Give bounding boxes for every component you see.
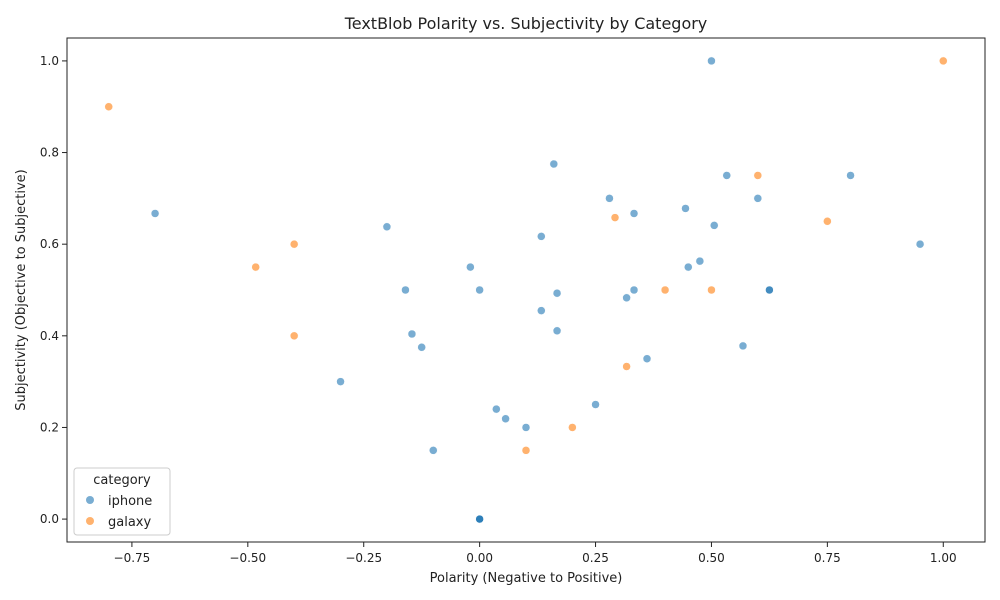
point-iphone — [501, 414, 510, 423]
point-iphone — [475, 285, 484, 295]
x-tick-label: −0.75 — [114, 551, 151, 565]
point-iphone — [629, 285, 639, 295]
point-iphone — [642, 354, 652, 363]
point-iphone — [552, 326, 562, 336]
point-iphone — [492, 404, 501, 414]
point-iphone — [765, 285, 774, 295]
point-iphone — [401, 285, 410, 295]
point-iphone — [684, 262, 693, 272]
point-galaxy — [753, 171, 763, 180]
point-galaxy — [939, 56, 948, 66]
x-tick-label: −0.50 — [229, 551, 266, 565]
point-iphone — [466, 262, 475, 272]
data-points — [104, 56, 948, 524]
x-tick-label: 0.25 — [582, 551, 609, 565]
point-iphone — [605, 194, 614, 203]
point-galaxy — [251, 262, 260, 272]
point-iphone — [537, 232, 546, 241]
point-iphone — [695, 256, 705, 266]
x-tick-label: 0.75 — [814, 551, 841, 565]
legend: category iphone galaxy — [73, 467, 171, 536]
point-galaxy — [289, 239, 299, 249]
point-iphone — [382, 222, 392, 232]
point-iphone — [552, 288, 562, 298]
point-galaxy — [660, 285, 670, 295]
point-galaxy — [104, 102, 113, 111]
point-iphone — [429, 446, 438, 455]
point-iphone — [622, 293, 631, 303]
point-iphone — [681, 204, 690, 213]
x-axis: −0.75 −0.50 −0.25 0.00 0.25 0.50 0.75 1.00 — [114, 542, 957, 565]
point-iphone — [417, 343, 426, 352]
legend-label-iphone: iphone — [108, 494, 152, 509]
y-tick-label: 0.4 — [40, 329, 59, 343]
x-tick-label: 1.00 — [930, 551, 957, 565]
point-iphone — [150, 209, 160, 218]
point-galaxy — [610, 213, 620, 222]
legend-title: category — [93, 473, 151, 488]
point-iphone — [537, 306, 546, 315]
plot-area — [66, 37, 986, 543]
chart-title: TextBlob Polarity vs. Subjectivity by Ca… — [344, 14, 708, 33]
x-axis-label: Polarity (Negative to Positive) — [430, 571, 623, 586]
legend-label-galaxy: galaxy — [108, 515, 151, 530]
point-iphone — [549, 159, 559, 169]
point-iphone — [915, 239, 925, 249]
point-iphone — [722, 171, 732, 180]
point-galaxy — [707, 285, 716, 295]
point-iphone — [336, 377, 345, 386]
y-tick-label: 0.6 — [40, 237, 59, 251]
legend-marker-iphone — [86, 496, 94, 504]
point-iphone — [407, 329, 417, 339]
point-iphone — [475, 514, 484, 524]
x-tick-label: 0.00 — [466, 551, 493, 565]
y-axis-label: Subjectivity (Objective to Subjective) — [14, 169, 29, 410]
y-tick-label: 1.0 — [40, 54, 59, 68]
point-iphone — [753, 194, 763, 203]
point-iphone — [709, 221, 719, 230]
legend-marker-galaxy — [86, 517, 94, 525]
point-iphone — [591, 400, 600, 409]
y-tick-label: 0.0 — [40, 512, 59, 526]
y-tick-label: 0.2 — [40, 420, 59, 434]
point-iphone — [846, 171, 855, 180]
y-tick-label: 0.8 — [40, 146, 59, 160]
point-galaxy — [289, 331, 299, 341]
point-galaxy — [568, 423, 577, 432]
x-tick-label: −0.25 — [345, 551, 382, 565]
point-iphone — [707, 56, 716, 66]
point-iphone — [629, 209, 639, 218]
point-iphone — [521, 423, 531, 432]
point-galaxy — [622, 362, 631, 371]
legend-box — [73, 467, 171, 536]
point-galaxy — [823, 217, 832, 226]
point-iphone — [738, 341, 748, 351]
y-axis: 0.0 0.2 0.4 0.6 0.8 1.0 — [40, 54, 67, 526]
x-tick-label: 0.50 — [698, 551, 725, 565]
point-galaxy — [521, 446, 531, 455]
